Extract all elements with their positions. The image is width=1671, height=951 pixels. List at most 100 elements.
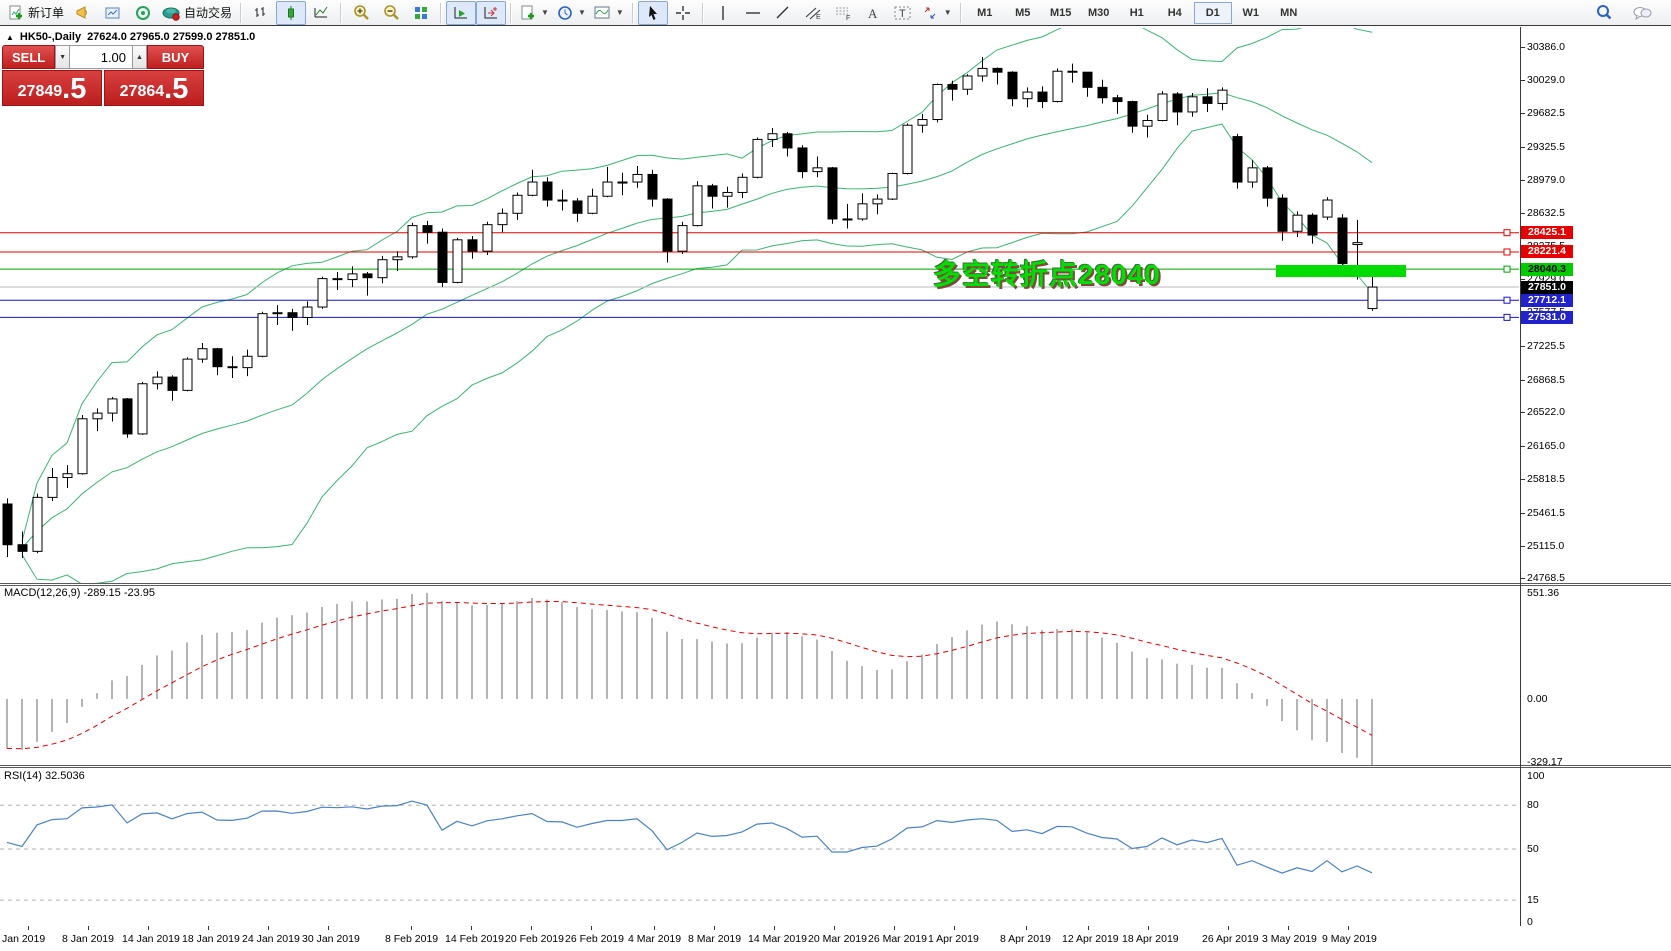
price-level-label[interactable]: 28221.4 bbox=[1521, 245, 1573, 259]
rsi-pane bbox=[0, 800, 1519, 901]
search-button[interactable] bbox=[1589, 1, 1619, 25]
horizontal-line-button[interactable] bbox=[738, 1, 768, 25]
rsi-axis-label: 80 bbox=[1527, 798, 1539, 811]
volume-input[interactable] bbox=[70, 45, 133, 69]
line-chart-button[interactable] bbox=[306, 1, 336, 25]
highlight-rectangle[interactable] bbox=[1276, 265, 1406, 277]
chart-shift-button[interactable] bbox=[476, 0, 507, 25]
zoom-in-button[interactable] bbox=[346, 1, 376, 25]
price-level-label[interactable]: 28040.3 bbox=[1521, 262, 1573, 276]
chart-window-icon bbox=[105, 5, 121, 21]
price-axis[interactable]: 30386.0 30029.0 29682.5 29325.5 28979.0 28632… bbox=[1520, 0, 1671, 951]
bar-chart-icon bbox=[253, 5, 269, 21]
fibonacci-button[interactable]: F bbox=[828, 1, 858, 25]
pane-separator[interactable] bbox=[0, 583, 1671, 584]
collapse-panel-icon[interactable]: ▲ bbox=[6, 32, 14, 42]
buy-price[interactable]: 27864 .5 bbox=[104, 70, 204, 106]
periods-button[interactable]: ▼ bbox=[553, 1, 590, 25]
price-tick-label: 30386.0 bbox=[1527, 40, 1565, 53]
trendline-button[interactable] bbox=[768, 1, 798, 25]
timeframe-d1-button[interactable]: D1 bbox=[1193, 1, 1232, 24]
date-tick-label: 18 Jan 2019 bbox=[182, 933, 240, 945]
channel-icon: E bbox=[804, 5, 822, 21]
price-tick-mark bbox=[1520, 578, 1525, 580]
pane-separator[interactable] bbox=[0, 765, 1671, 766]
price-tick-label: 25461.5 bbox=[1527, 506, 1565, 519]
pane-separator[interactable] bbox=[0, 767, 1671, 768]
vertical-line-button[interactable] bbox=[708, 1, 738, 25]
toolbar-separator bbox=[959, 2, 962, 23]
autotrading-button[interactable]: 自动交易 bbox=[158, 1, 236, 25]
tile-windows-button[interactable] bbox=[406, 1, 436, 25]
price-level-label[interactable]: 27531.0 bbox=[1521, 310, 1573, 324]
macd-pane bbox=[6, 592, 1373, 766]
chart-window[interactable]: ▲ HK50-,Daily 27624.0 27965.0 27599.0 27… bbox=[0, 27, 1671, 951]
new-chart-button[interactable]: ▼ bbox=[516, 1, 553, 25]
price-tick-mark bbox=[1520, 379, 1525, 381]
timeframe-m5-button[interactable]: M5 bbox=[1015, 6, 1031, 19]
zoom-out-button[interactable] bbox=[376, 1, 406, 25]
price-tick-mark bbox=[1520, 479, 1525, 481]
price-tick-mark bbox=[1520, 146, 1525, 148]
volume-increase-button[interactable]: ▲ bbox=[132, 45, 147, 69]
price-level-label[interactable]: 27851.0 bbox=[1521, 280, 1573, 294]
timeframe-m1-button[interactable]: M1 bbox=[977, 6, 993, 19]
buy-price-decimal: .5 bbox=[164, 73, 189, 105]
date-tick-label: 24 Jan 2019 bbox=[242, 933, 300, 945]
svg-text:E: E bbox=[816, 14, 821, 21]
toolbar: 新订单 自动交易 ▼ ▼ ▼ E F A T ▼ M1 M5 M15 M30 H1 H4 D… bbox=[0, 0, 1671, 26]
price-level-label[interactable]: 28425.1 bbox=[1521, 226, 1573, 240]
indicators-button[interactable]: ▼ bbox=[590, 1, 628, 25]
megaphone-button[interactable] bbox=[68, 1, 98, 25]
chart-shift-icon bbox=[483, 5, 499, 21]
timeframe-h4-button[interactable]: H4 bbox=[1167, 6, 1182, 19]
rsi-axis-label: 100 bbox=[1527, 769, 1545, 782]
clock-icon bbox=[557, 5, 573, 21]
zoom-out-icon bbox=[383, 4, 400, 21]
equidistant-channel-button[interactable]: E bbox=[798, 1, 828, 25]
timeframe-m15-button[interactable]: M15 bbox=[1050, 6, 1072, 19]
text-icon: A bbox=[866, 5, 880, 21]
cursor-button[interactable] bbox=[637, 0, 668, 25]
buy-button[interactable]: BUY bbox=[146, 45, 205, 69]
crosshair-button[interactable] bbox=[668, 1, 698, 25]
price-tick-mark bbox=[1520, 279, 1525, 281]
date-axis[interactable]: Jan 2019 8 Jan 2019 14 Jan 2019 18 Jan 2019… bbox=[0, 926, 1671, 951]
toolbar-separator bbox=[701, 2, 704, 23]
arrows-button[interactable]: ▼ bbox=[918, 1, 956, 25]
chart-window-button[interactable] bbox=[98, 1, 128, 25]
timeframe-h1-button[interactable]: H1 bbox=[1129, 6, 1144, 19]
auto-scroll-button[interactable] bbox=[446, 0, 477, 25]
signals-button[interactable] bbox=[128, 1, 158, 25]
sell-button[interactable]: SELL bbox=[2, 45, 56, 69]
crosshair-icon bbox=[675, 5, 691, 21]
chart-text-annotation[interactable]: 多空转折点28040 bbox=[933, 259, 1161, 290]
date-tick-mark bbox=[834, 926, 835, 930]
timeframe-mn-button[interactable]: MN bbox=[1280, 6, 1298, 19]
price-tick-label: 24768.5 bbox=[1527, 572, 1565, 585]
candlestick-chart-button[interactable] bbox=[276, 0, 307, 25]
svg-text:F: F bbox=[846, 15, 850, 21]
text-label-button[interactable]: T bbox=[888, 1, 918, 25]
timeframe-m30-button[interactable]: M30 bbox=[1088, 6, 1110, 19]
price-level-label[interactable]: 27712.1 bbox=[1521, 293, 1573, 307]
pane-separator[interactable] bbox=[0, 585, 1671, 586]
volume-decrease-button[interactable]: ▼ bbox=[55, 45, 71, 69]
text-button[interactable]: A bbox=[858, 1, 888, 25]
date-tick-label: 14 Mar 2019 bbox=[748, 933, 807, 945]
signals-icon bbox=[135, 5, 151, 21]
timeframe-w1-button[interactable]: W1 bbox=[1242, 6, 1259, 19]
new-order-label: 新订单 bbox=[28, 6, 65, 20]
date-tick-mark bbox=[654, 926, 655, 930]
bar-chart-button[interactable] bbox=[246, 1, 276, 25]
chat-button[interactable] bbox=[1627, 1, 1657, 25]
sell-price[interactable]: 27849 .5 bbox=[2, 70, 102, 106]
chevron-down-icon: ▼ bbox=[615, 8, 624, 17]
date-tick-label: 3 May 2019 bbox=[1262, 933, 1317, 945]
price-tick-mark bbox=[1520, 80, 1525, 82]
price-tick-label: 25818.5 bbox=[1527, 473, 1565, 486]
buy-price-int: 27864 bbox=[119, 83, 165, 100]
svg-text:A: A bbox=[868, 6, 878, 21]
new-order-button[interactable]: 新订单 bbox=[4, 1, 68, 25]
